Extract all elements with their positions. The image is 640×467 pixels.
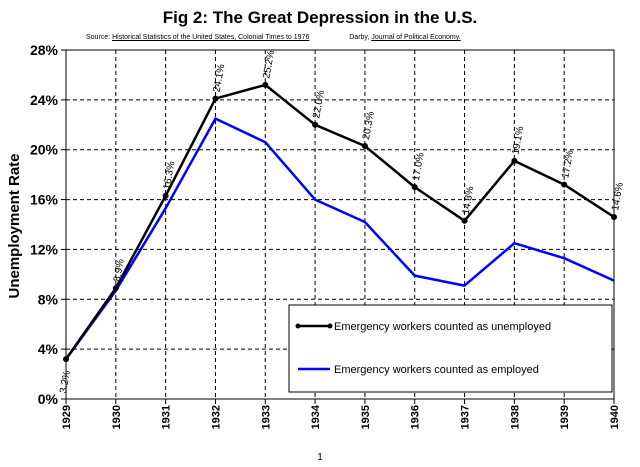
legend: Emergency workers counted as unemployed E… xyxy=(288,304,613,393)
x-tick-label: 1931 xyxy=(161,405,173,429)
source-journal: Journal of Political Economy. xyxy=(371,34,461,41)
x-tick-label: 1937 xyxy=(460,405,472,429)
x-tick-label: 1933 xyxy=(260,405,272,429)
legend-label-employed: Emergency workers counted as employed xyxy=(334,364,539,376)
x-tick-label: 1936 xyxy=(410,405,422,429)
series-line-unemployed xyxy=(64,83,615,360)
x-tick-label: 1929 xyxy=(61,405,73,429)
source-book: Historical Statistics of the United Stat… xyxy=(112,34,310,41)
data-point xyxy=(611,214,617,221)
y-axis-ticks: 0% 4% 8% 12% 16% 20% 24% 28% xyxy=(30,42,66,407)
data-label: 25.2% xyxy=(261,49,277,79)
data-point xyxy=(212,95,219,102)
data-label: 17.2% xyxy=(560,149,576,179)
data-point xyxy=(561,181,568,188)
x-tick-label: 1934 xyxy=(310,404,322,429)
x-axis-ticks: 1929 1930 1931 1932 1933 1934 1935 1936 1937 1938… xyxy=(61,399,621,429)
source-prefix: Source: xyxy=(86,34,111,41)
data-label: 8.9% xyxy=(112,258,127,282)
plot-area xyxy=(65,49,615,400)
data-point xyxy=(262,81,269,88)
legend-label-unemployed: Emergency workers counted as unemployed xyxy=(334,321,551,333)
y-tick-label: 24% xyxy=(30,92,59,108)
data-point xyxy=(411,184,418,191)
x-tick-label: 1932 xyxy=(210,405,222,429)
data-point xyxy=(162,192,169,199)
y-tick-label: 4% xyxy=(38,341,59,357)
data-label: 3.2% xyxy=(58,370,73,394)
data-point xyxy=(511,157,518,164)
data-point xyxy=(461,217,468,224)
data-label: 20.3% xyxy=(361,111,377,141)
x-tick-label: 1930 xyxy=(111,405,123,429)
x-tick-label: 1935 xyxy=(360,405,372,429)
legend-marker xyxy=(295,323,301,329)
y-tick-label: 12% xyxy=(30,241,59,257)
data-point xyxy=(63,356,69,363)
y-tick-label: 8% xyxy=(38,291,59,307)
source-author: Darby, xyxy=(349,34,370,41)
y-tick-label: 28% xyxy=(30,42,59,58)
data-point xyxy=(361,142,368,149)
series-line-employed xyxy=(64,117,615,360)
data-label: 24.1% xyxy=(212,63,228,93)
y-axis-label: Unemployment Rate xyxy=(6,153,23,298)
data-label: 22.0% xyxy=(311,89,327,119)
y-tick-label: 16% xyxy=(30,192,59,208)
data-point xyxy=(312,121,319,128)
x-tick-label: 1939 xyxy=(559,405,571,429)
legend-marker xyxy=(327,323,333,329)
chart-title: Fig 2: The Great Depression in the U.S. xyxy=(162,8,478,27)
x-tick-label: 1938 xyxy=(509,405,521,429)
series-group: 3.2% 8.9% 16.3% 24.1% 25.2% 22.0% 20.3% 17.0% 14… xyxy=(58,49,626,394)
y-tick-label: 0% xyxy=(38,391,59,407)
legend-box xyxy=(288,304,613,393)
data-label: 19.1% xyxy=(510,126,526,156)
y-tick-label: 20% xyxy=(30,142,59,158)
data-label: 17.0% xyxy=(411,152,427,182)
data-label: 14.3% xyxy=(461,185,477,215)
source-line: Source: Historical Statistics of the Uni… xyxy=(86,34,461,41)
data-point xyxy=(112,285,119,292)
data-label: 14.6% xyxy=(610,182,626,212)
page-number: 1 xyxy=(317,452,323,463)
x-tick-label: 1940 xyxy=(609,405,621,429)
data-label: 16.3% xyxy=(162,160,178,190)
